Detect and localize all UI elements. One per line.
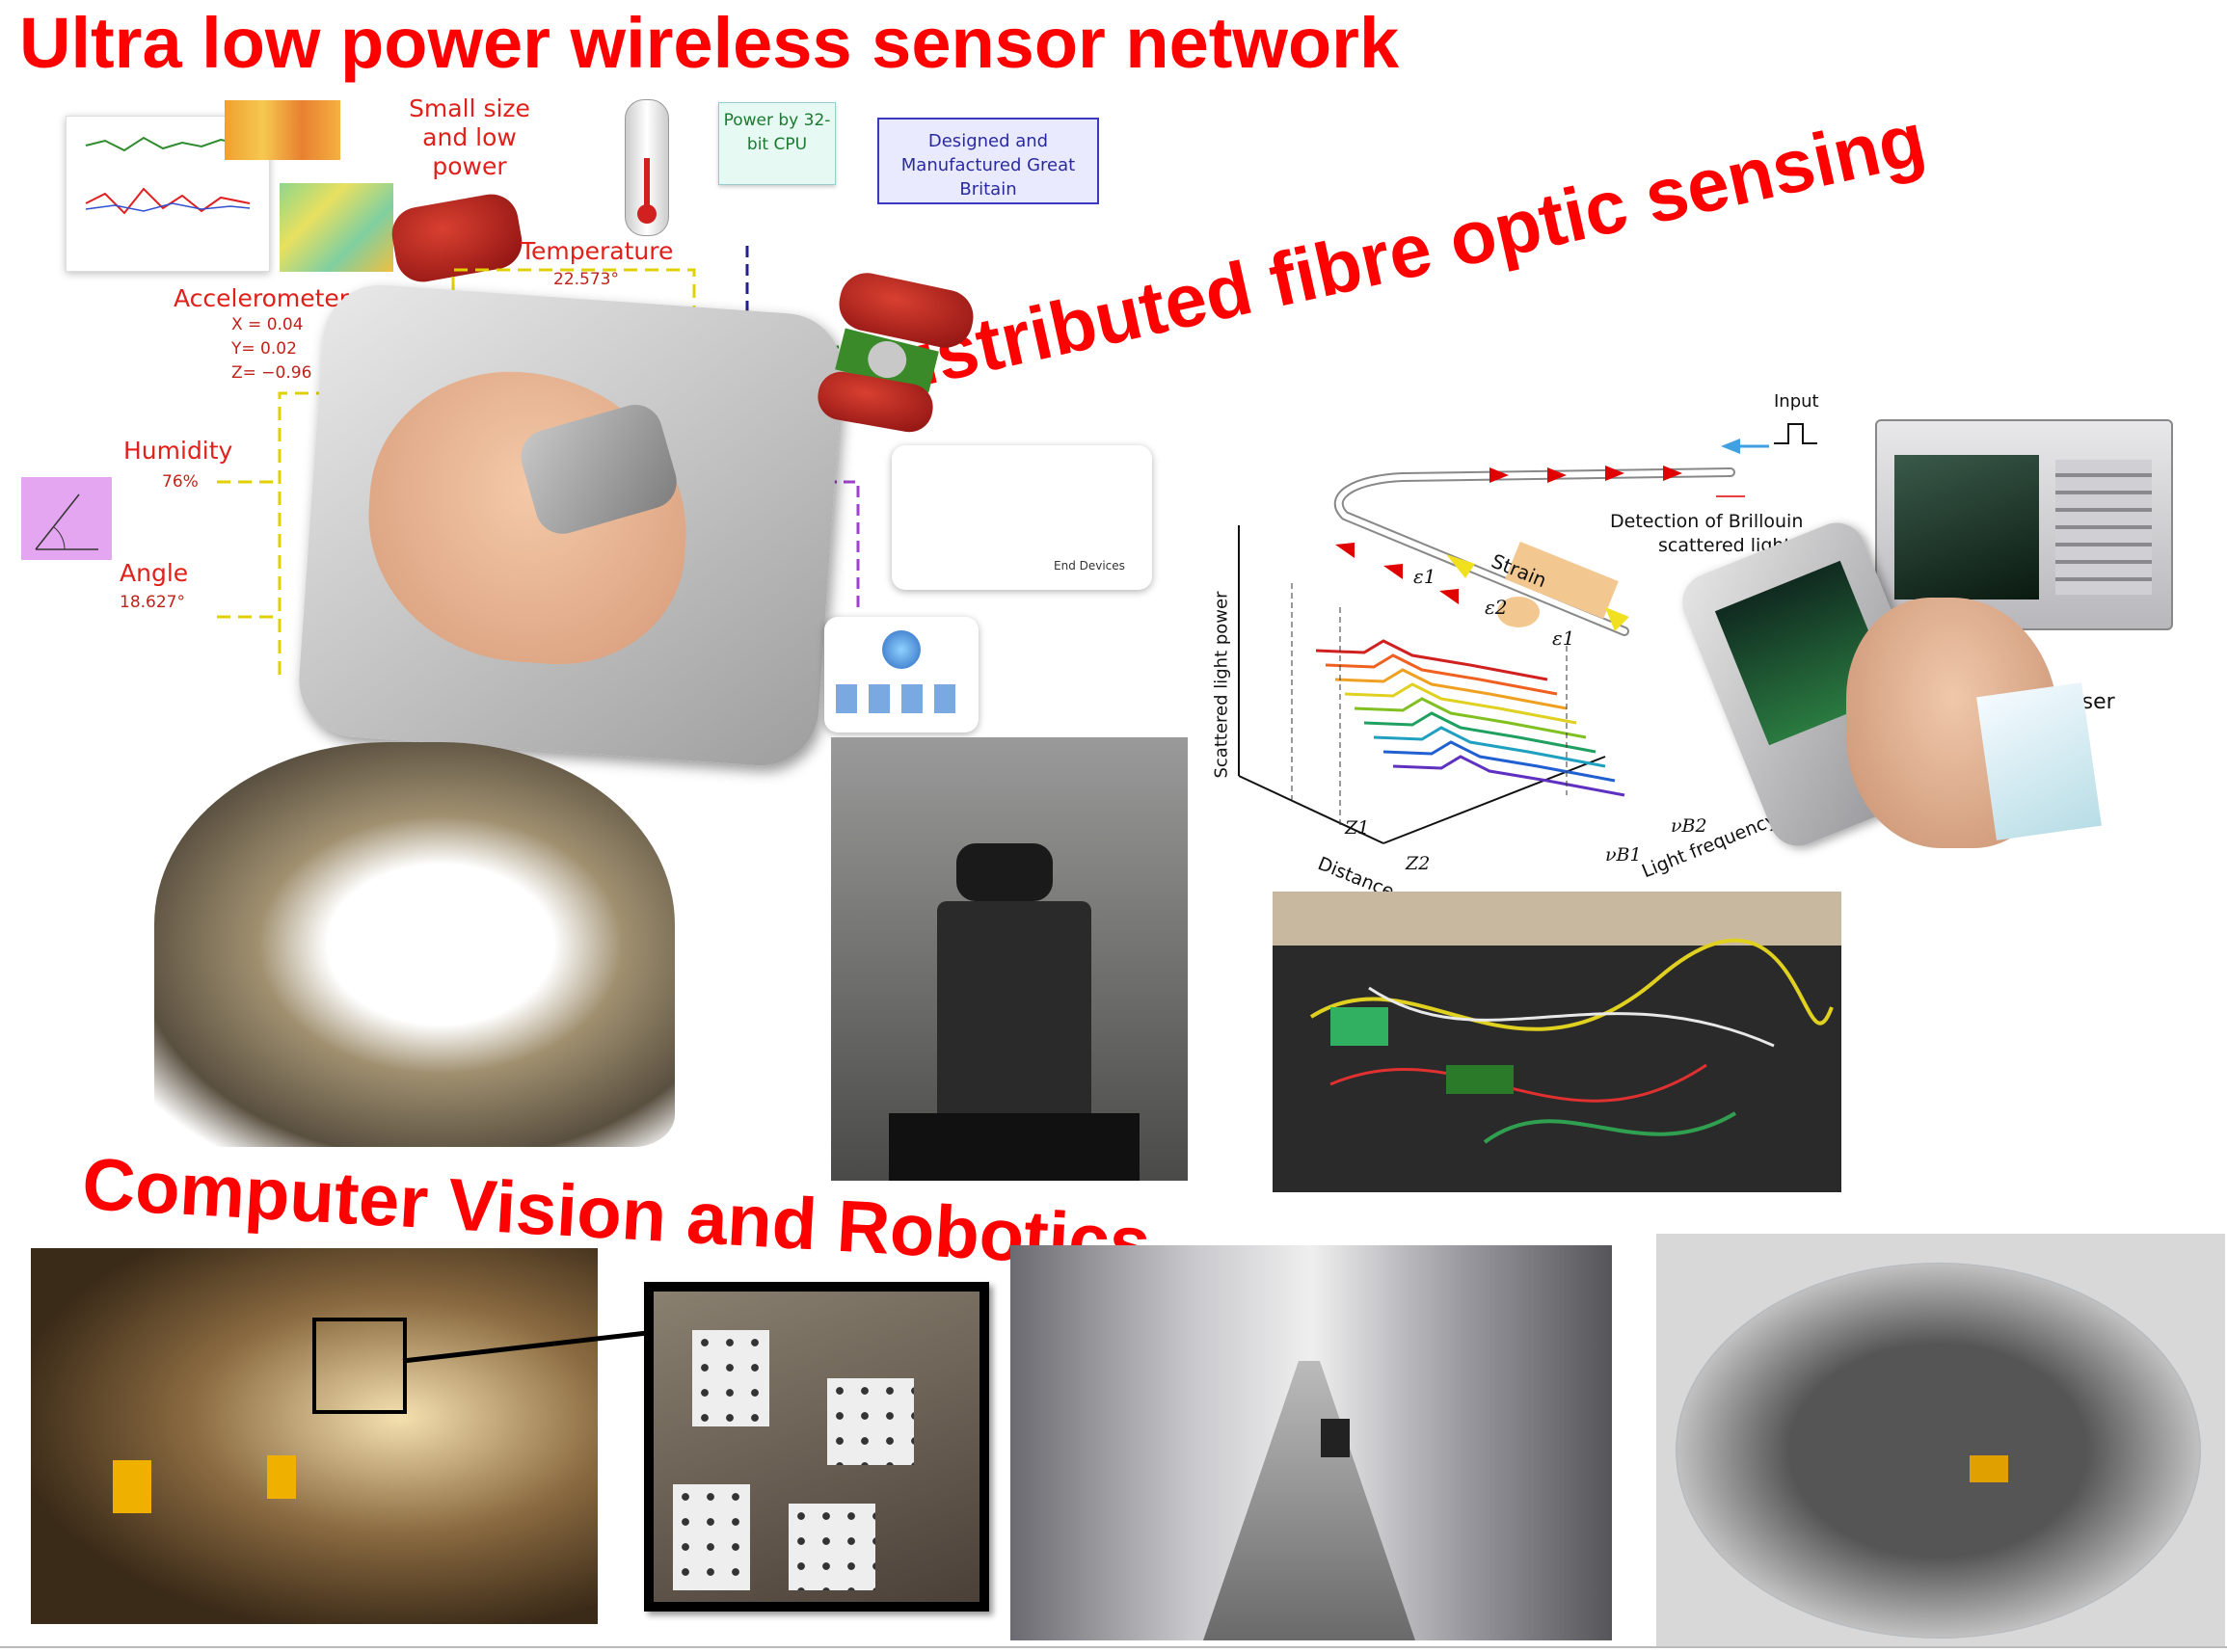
target-plate-4 [789, 1504, 875, 1590]
robot-photo [831, 737, 1188, 1181]
globe-icon [882, 630, 921, 669]
spectrogram-image-1 [225, 100, 340, 160]
zoom-connector [395, 1320, 684, 1378]
network-devices-icon [836, 684, 967, 713]
sleeve-photo [1976, 682, 2102, 840]
robot-track [889, 1113, 1140, 1181]
hand-sensor-photo [295, 281, 845, 770]
epsilon1-label: ε1 [1413, 565, 1435, 588]
bottom-divider [0, 1646, 2227, 1648]
network-card-2 [824, 617, 979, 733]
small-size-label: Small size and low power [397, 94, 542, 181]
robot-camera-head [956, 843, 1053, 901]
epsilon1b-label: ε1 [1552, 626, 1574, 650]
inspection-robot [1321, 1419, 1350, 1457]
designed-text: Designed and Manufactured Great Britain [901, 131, 1075, 200]
target-plate-3 [673, 1484, 750, 1590]
robot-body [937, 901, 1091, 1123]
network-card-1: End Devices [892, 445, 1152, 590]
wsn-heading: Ultra low power wireless sensor network [19, 2, 1399, 84]
power-cpu-box: Power by 32-bit CPU [718, 102, 836, 185]
tunnel-floor [1203, 1361, 1415, 1640]
thermometer-image [625, 99, 669, 236]
designed-box: Designed and Manufactured Great Britain [877, 118, 1099, 204]
yellow-equipment-2 [267, 1455, 296, 1499]
z2-label: Z2 [1406, 853, 1430, 874]
excavation-shaft-photo [1656, 1234, 2225, 1648]
power-cpu-text: Power by 32-bit CPU [724, 111, 831, 154]
thermometer-column [644, 158, 650, 208]
targets-closeup-photo [644, 1282, 989, 1612]
vb2-label: νB2 [1671, 815, 1707, 837]
tunnel-pointcloud-image [154, 742, 675, 1147]
target-plate-2 [827, 1378, 914, 1465]
end-devices-label: End Devices [1054, 559, 1125, 573]
battery-cell [864, 337, 910, 383]
analyser-keypad [2055, 460, 2152, 595]
pipe-tunnel-photo [1010, 1245, 1612, 1640]
analyser-screen [1894, 455, 2039, 600]
yellow-equipment-1 [113, 1460, 151, 1513]
spectral-traces [1316, 641, 1624, 795]
excavator [1970, 1455, 2008, 1482]
rail-tunnel-photo [31, 1248, 598, 1624]
vb1-label: νB1 [1605, 844, 1642, 866]
shaft-ring [1676, 1263, 2201, 1639]
y-axis-label: Scattered light power [1212, 591, 1232, 778]
lab-bench-photo [1273, 892, 1841, 1192]
target-plate-1 [692, 1330, 769, 1426]
cables-graphic [1273, 892, 1841, 1192]
input-label: Input [1774, 391, 1819, 412]
z1-label: Z1 [1345, 817, 1369, 839]
detection-label-1: Detection of Brillouin [1610, 511, 1803, 532]
zoom-box [312, 1318, 407, 1414]
epsilon2-label: ε2 [1485, 596, 1507, 619]
